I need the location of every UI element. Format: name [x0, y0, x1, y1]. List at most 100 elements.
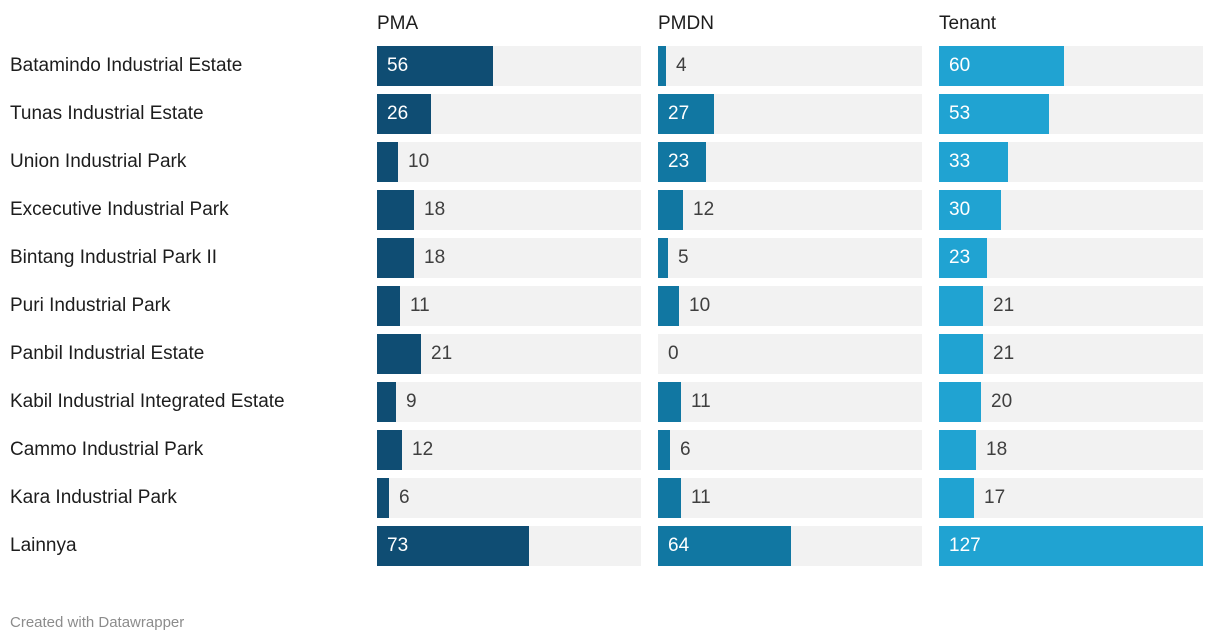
bar-pma	[377, 430, 402, 470]
bar-pmdn	[658, 286, 679, 326]
bar-value: 18	[424, 247, 446, 268]
bar-track-pmdn: 6	[658, 430, 922, 470]
bar-track-pma: 6	[377, 478, 641, 518]
table-row: Cammo Industrial Park 12 6 18	[0, 430, 1220, 470]
bar-track-pma: 21	[377, 334, 641, 374]
bar-tenant	[939, 478, 974, 518]
column-header-pmdn: PMDN	[658, 13, 714, 34]
column-header-row: PMA PMDN Tenant	[0, 12, 1220, 36]
bar-value: 11	[410, 295, 430, 316]
row-label: Union Industrial Park	[10, 151, 187, 172]
bar-value: 12	[412, 439, 434, 460]
table-row: Panbil Industrial Estate 21 0 21	[0, 334, 1220, 374]
bar-pma	[377, 334, 421, 374]
bar-value: 33	[949, 151, 971, 172]
bar-track-pma: 12	[377, 430, 641, 470]
bar-track-pma: 10	[377, 142, 641, 182]
bar-tenant	[939, 94, 1049, 134]
bar-value: 11	[691, 391, 711, 412]
bar-pma	[377, 238, 414, 278]
bar-pmdn	[658, 142, 706, 182]
bar-pma	[377, 526, 529, 566]
bar-track-tenant: 20	[939, 382, 1203, 422]
bar-value: 56	[387, 55, 409, 76]
table-row: Kabil Industrial Integrated Estate 9 11 20	[0, 382, 1220, 422]
bar-value: 21	[993, 295, 1015, 316]
table-row: Kara Industrial Park 6 11 17	[0, 478, 1220, 518]
bar-value: 12	[693, 199, 715, 220]
bar-value: 17	[984, 487, 1006, 508]
row-label: Bintang Industrial Park II	[10, 247, 217, 268]
row-label: Excecutive Industrial Park	[10, 199, 229, 220]
bar-value: 73	[387, 535, 409, 556]
bar-pma	[377, 94, 431, 134]
bar-track-tenant: 18	[939, 430, 1203, 470]
bar-value: 20	[991, 391, 1013, 412]
bar-track-tenant: 21	[939, 334, 1203, 374]
bar-track-tenant: 53	[939, 94, 1203, 134]
bar-value: 23	[668, 151, 690, 172]
bar-tenant	[939, 334, 983, 374]
bar-rows: Batamindo Industrial Estate 56 4 60 Tunas In…	[0, 46, 1220, 566]
bar-track-pmdn: 64	[658, 526, 922, 566]
bar-pmdn	[658, 94, 714, 134]
bar-value: 30	[949, 199, 971, 220]
bar-track-tenant: 17	[939, 478, 1203, 518]
table-row: Lainnya 73 64 127	[0, 526, 1220, 566]
bar-value: 21	[431, 343, 453, 364]
table-row: Puri Industrial Park 11 10 21	[0, 286, 1220, 326]
bar-pma	[377, 382, 396, 422]
table-row: Tunas Industrial Estate 26 27 53	[0, 94, 1220, 134]
bar-track-pmdn: 27	[658, 94, 922, 134]
bar-chart: PMA PMDN Tenant Batamindo Industrial Est…	[0, 12, 1220, 566]
bar-value: 5	[678, 247, 689, 268]
bar-pma	[377, 46, 493, 86]
bar-value: 10	[408, 151, 430, 172]
bar-pmdn	[658, 238, 668, 278]
row-label: Puri Industrial Park	[10, 295, 171, 316]
bar-value: 4	[676, 55, 687, 76]
bar-track-pma: 9	[377, 382, 641, 422]
bar-pma	[377, 142, 398, 182]
table-row: Union Industrial Park 10 23 33	[0, 142, 1220, 182]
bar-pma	[377, 478, 389, 518]
bar-track-pmdn: 11	[658, 382, 922, 422]
column-header-pma: PMA	[377, 13, 419, 34]
bar-track-tenant: 127	[939, 526, 1203, 566]
bar-pmdn	[658, 478, 681, 518]
bar-pmdn	[658, 46, 666, 86]
bar-value: 27	[668, 103, 690, 124]
bar-value: 18	[986, 439, 1008, 460]
bar-value: 6	[680, 439, 691, 460]
table-row: Bintang Industrial Park II 18 5 23	[0, 238, 1220, 278]
bar-value: 9	[406, 391, 417, 412]
bar-value: 60	[949, 55, 971, 76]
bar-pmdn	[658, 430, 670, 470]
datawrapper-credit-link[interactable]: Created with Datawrapper	[10, 614, 185, 631]
bar-value: 53	[949, 103, 971, 124]
bar-tenant	[939, 286, 983, 326]
bar-pmdn	[658, 526, 791, 566]
bar-value: 0	[668, 343, 679, 364]
row-label: Panbil Industrial Estate	[10, 343, 205, 364]
row-label: Tunas Industrial Estate	[10, 103, 204, 124]
bar-track-pmdn: 5	[658, 238, 922, 278]
bar-tenant	[939, 526, 1203, 566]
bar-track-pmdn: 23	[658, 142, 922, 182]
bar-value: 10	[689, 295, 711, 316]
row-label: Kara Industrial Park	[10, 487, 177, 508]
bar-track-pmdn: 4	[658, 46, 922, 86]
row-label: Kabil Industrial Integrated Estate	[10, 391, 285, 412]
bar-track-pma: 18	[377, 238, 641, 278]
bar-track-pmdn: 12	[658, 190, 922, 230]
column-header-tenant: Tenant	[939, 13, 997, 34]
bar-tenant	[939, 190, 1001, 230]
bar-tenant	[939, 382, 981, 422]
bar-track-tenant: 33	[939, 142, 1203, 182]
bar-pma	[377, 190, 414, 230]
bar-value: 64	[668, 535, 690, 556]
bar-value: 18	[424, 199, 446, 220]
bar-value: 127	[949, 535, 981, 556]
bar-track-pma: 73	[377, 526, 641, 566]
